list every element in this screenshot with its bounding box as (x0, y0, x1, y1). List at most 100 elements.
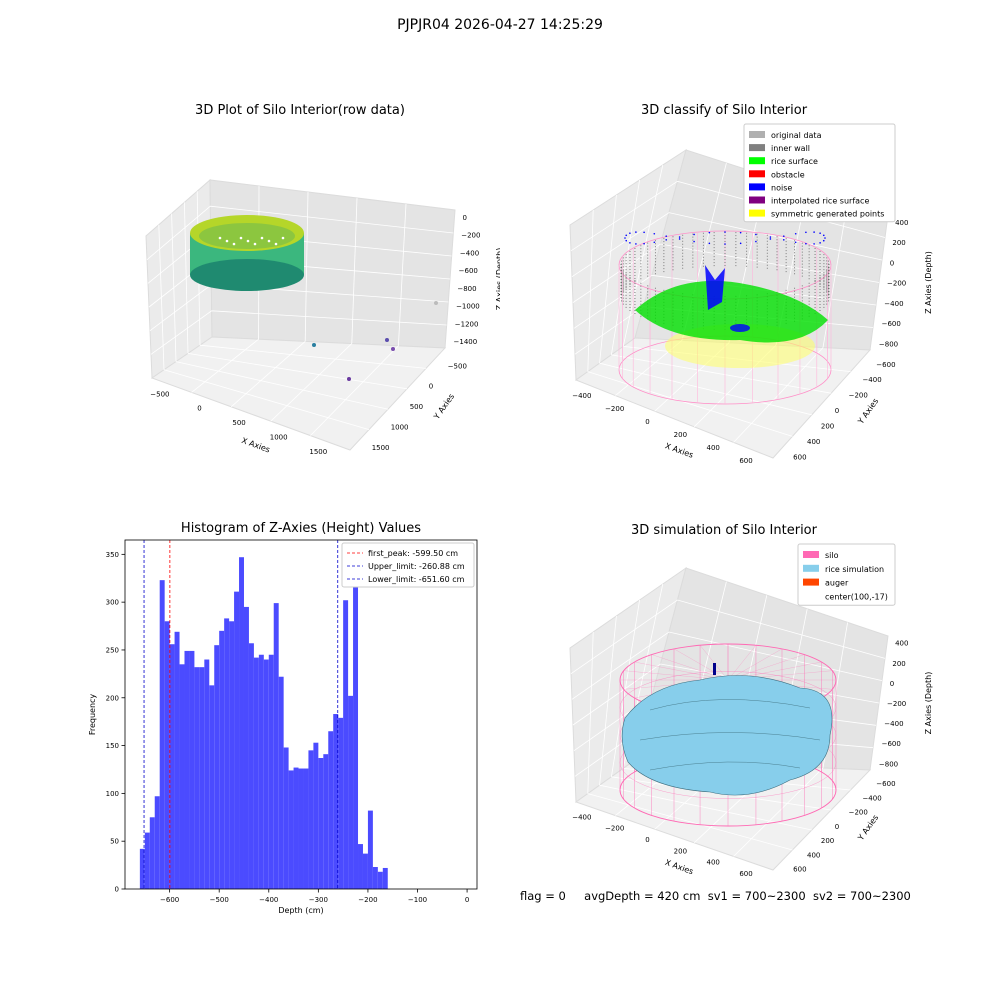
panel4-legend-swatch (803, 578, 819, 586)
panel2-title: 3D classify of Silo Interior (640, 103, 808, 118)
panel1-xtick-label: 1500 (309, 448, 327, 456)
panel4-cyl-spoke (727, 648, 783, 681)
panel1-noise-point (281, 236, 285, 240)
histogram-legend-label: first_peak: -599.50 cm (368, 549, 458, 558)
panel2-noise-point (755, 233, 757, 236)
panel2-noise-point (769, 236, 772, 238)
panel2-rice-surface (635, 280, 828, 343)
histogram-title: Histogram of Z-Axies (Height) Values (181, 521, 421, 536)
panel2-legend: original data inner wall rice surface obsta… (743, 123, 896, 223)
histogram-bar (204, 659, 210, 889)
panel1-outlier-point (391, 347, 395, 351)
histogram-xlabel: Depth (cm) (278, 906, 323, 915)
panel2-noise-point (819, 242, 821, 244)
panel4-ztick-label: 400 (895, 640, 908, 648)
panel2-legend-swatch (749, 131, 765, 138)
histogram-legend-label: Lower_limit: -651.60 cm (368, 575, 465, 584)
histogram-ytick-label: 50 (110, 838, 119, 846)
histogram-xtick-label: −200 (358, 896, 377, 904)
panel1-ytick-label: 0 (429, 383, 433, 391)
histogram-bar (253, 657, 259, 889)
histogram-bar (189, 650, 195, 889)
panel2-noise-point (629, 232, 631, 234)
panel1-grid-line (230, 341, 306, 408)
panel4-ztick-label: 0 (890, 680, 894, 688)
panel1-xlabel: X Axies (240, 436, 271, 455)
panel1-grid-line (310, 345, 399, 436)
panel4-3d-simulation: −400−20002004006006004002000−200−400−600… (569, 543, 933, 878)
panel2-ytick-label: 600 (793, 453, 806, 461)
histogram-xtick-label: −400 (259, 896, 278, 904)
histogram-bar (333, 714, 339, 889)
panel2-noise-point (678, 238, 681, 240)
panel4-auger (713, 663, 716, 675)
histogram-bar (268, 654, 274, 889)
panel2-legend-swatch (749, 157, 765, 165)
panel4-legend-label: silo (825, 551, 839, 560)
panel2-xtick-label: −200 (605, 405, 624, 413)
panel4-ytick-label: −600 (876, 780, 895, 788)
histogram-bar (159, 580, 165, 889)
panel1-grid-line (175, 361, 389, 410)
panel2-ztick-label: 200 (892, 239, 905, 247)
panel4-xtick-label: 0 (645, 836, 649, 844)
panel2-noise-point (769, 238, 772, 240)
histogram-frame (124, 539, 478, 890)
panel4-rice-simulation (621, 675, 833, 796)
panel1-grid-line (146, 205, 454, 260)
histogram-ytick-label: 250 (106, 646, 119, 654)
histogram-legend-label: Upper_limit: -260.88 cm (368, 562, 465, 571)
panel2-noise-point (782, 239, 785, 241)
histogram-bar (263, 659, 269, 889)
panel2-ztick-label: 400 (895, 219, 908, 227)
panel4-ylabel: Y Axies (856, 813, 881, 843)
panel1-ytick-label: 1000 (391, 423, 409, 431)
panel4-ytick-label: 200 (821, 837, 834, 845)
panel2-ytick-label: −200 (849, 392, 868, 400)
panel4-pane-floor (574, 759, 872, 871)
histogram-bar (382, 867, 388, 889)
panel1-ytick-label: 500 (410, 403, 423, 411)
histogram-bar (219, 630, 225, 889)
histogram-legend-frame (341, 542, 475, 588)
panel2-noise-point (708, 242, 711, 245)
panel2-ytick-label: 400 (807, 438, 820, 446)
panel2-noise-point (755, 240, 757, 243)
flag-text: flag = 0 (520, 889, 566, 903)
histogram-bar (243, 606, 249, 889)
histogram-bar (199, 667, 205, 889)
panel2-noise-point (813, 231, 815, 233)
panel1-outlier-point (312, 343, 316, 347)
panel2-noise-point (693, 233, 695, 236)
panel2-noise-point (643, 242, 645, 245)
histogram-legend: first_peak: -599.50 cm Upper_limit: -260.… (341, 542, 475, 588)
panel2-noise-point (782, 235, 785, 237)
panel1-noise-point (274, 242, 278, 246)
histogram-bar (169, 644, 175, 889)
histogram-bar (273, 603, 279, 889)
panel4-ztick-label: −200 (887, 700, 906, 708)
panel1-noise-point (260, 236, 264, 240)
panel2-noise-point (624, 237, 626, 239)
panel2-noise-point (708, 231, 711, 234)
panel2-xtick-label: 200 (674, 431, 687, 439)
histogram-chart: Histogram of Z-Axies (Height) Values −600… (88, 521, 478, 915)
histogram-ytick-label: 350 (106, 551, 119, 559)
panel4-ytick-label: 400 (807, 851, 820, 859)
histogram-bar (353, 565, 359, 889)
panel2-noise-point (724, 231, 726, 233)
panel1-grid-line (187, 353, 408, 390)
panel4-cyl-spoke (727, 645, 757, 681)
panel4-grid-line (587, 793, 793, 851)
histogram-bar (174, 631, 180, 889)
panel1-xtick-label: 0 (197, 405, 201, 413)
histogram-xtick-label: −300 (309, 896, 328, 904)
panel2-noise-point (665, 235, 668, 237)
panel4-cyl-spoke (673, 648, 729, 681)
panel1-silo-inner (199, 223, 295, 249)
panel2-noise-point (819, 232, 821, 234)
histogram-ytick-label: 100 (106, 790, 119, 798)
histogram-bar (377, 871, 383, 889)
histogram-ytick-label: 200 (106, 694, 119, 702)
